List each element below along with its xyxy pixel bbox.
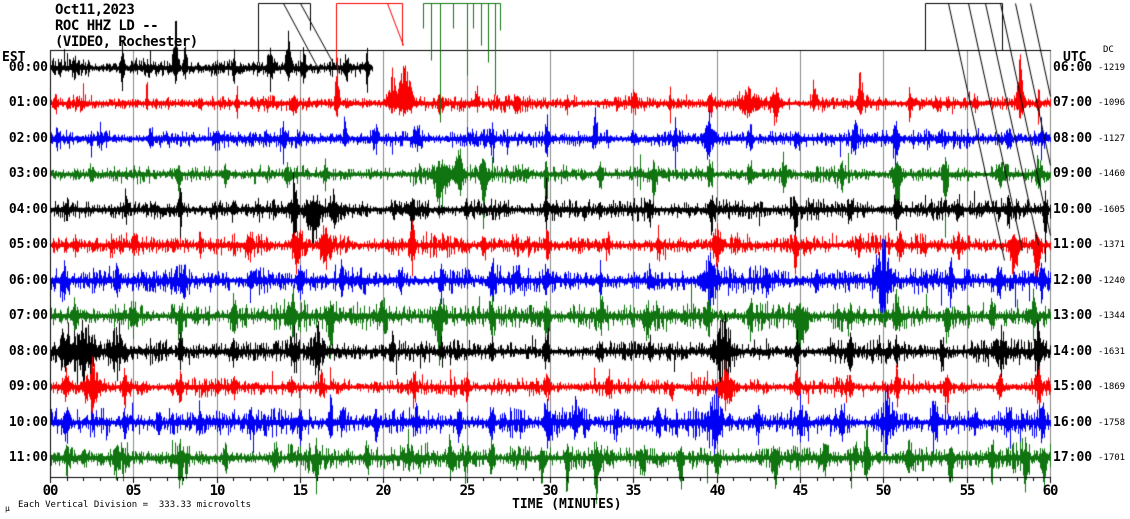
est-label: 00:00 — [8, 60, 48, 75]
x-tick-label: 10 — [209, 483, 226, 499]
dc-value: -1219 — [1098, 63, 1126, 73]
utc-label: 08:00 — [1053, 131, 1093, 146]
utc-label: 15:00 — [1053, 379, 1093, 394]
utc-label: 16:00 — [1053, 415, 1093, 430]
utc-label: 06:00 — [1053, 60, 1093, 75]
x-tick-label: 05 — [125, 483, 142, 499]
x-tick-label: 00 — [42, 483, 59, 499]
dc-value: -1096 — [1098, 98, 1126, 108]
scale-note: Each Vertical Division = 333.33 microvol… — [18, 500, 251, 510]
est-label: 04:00 — [8, 202, 48, 217]
x-tick-label: 20 — [375, 483, 392, 499]
x-tick-label: 60 — [1042, 483, 1059, 499]
dc-header: DC — [1103, 45, 1114, 55]
utc-label: 07:00 — [1053, 95, 1093, 110]
utc-label: 17:00 — [1053, 450, 1093, 465]
x-tick-label: 50 — [875, 483, 892, 499]
x-tick-label: 40 — [709, 483, 726, 499]
est-label: 05:00 — [8, 237, 48, 252]
station-site: (VIDEO, Rochester) — [55, 34, 198, 50]
x-tick-label: 35 — [625, 483, 642, 499]
utc-label: 14:00 — [1053, 344, 1093, 359]
utc-label: 10:00 — [1053, 202, 1093, 217]
dc-value: -1869 — [1098, 382, 1126, 392]
est-label: 11:00 — [8, 450, 48, 465]
est-header: EST — [2, 50, 26, 65]
dc-value: -1344 — [1098, 311, 1126, 321]
dc-value: -1127 — [1098, 134, 1126, 144]
utc-label: 09:00 — [1053, 166, 1093, 181]
dc-value: -1631 — [1098, 347, 1126, 357]
x-tick-label: 25 — [459, 483, 476, 499]
est-label: 08:00 — [8, 344, 48, 359]
mu-glyph: μ — [5, 504, 10, 513]
x-tick-label: 15 — [292, 483, 309, 499]
est-label: 01:00 — [8, 95, 48, 110]
dc-value: -1605 — [1098, 205, 1126, 215]
dc-value: -1371 — [1098, 240, 1126, 250]
x-tick-label: 55 — [959, 483, 976, 499]
est-label: 02:00 — [8, 131, 48, 146]
dc-value: -1460 — [1098, 169, 1126, 179]
est-label: 03:00 — [8, 166, 48, 181]
est-label: 10:00 — [8, 415, 48, 430]
est-label: 07:00 — [8, 308, 48, 323]
dc-value: -1240 — [1098, 276, 1126, 286]
utc-header: UTC — [1063, 50, 1087, 65]
est-label: 06:00 — [8, 273, 48, 288]
utc-label: 12:00 — [1053, 273, 1093, 288]
x-tick-label: 45 — [792, 483, 809, 499]
time-axis-label: TIME (MINUTES) — [512, 497, 622, 512]
title-date: Oct11,2023 — [55, 2, 135, 18]
station-scnl: ROC HHZ LD -- — [55, 18, 159, 34]
utc-label: 13:00 — [1053, 308, 1093, 323]
dc-value: -1701 — [1098, 453, 1126, 463]
est-label: 09:00 — [8, 379, 48, 394]
dc-value: -1758 — [1098, 418, 1126, 428]
x-tick-label: 30 — [542, 483, 559, 499]
utc-label: 11:00 — [1053, 237, 1093, 252]
